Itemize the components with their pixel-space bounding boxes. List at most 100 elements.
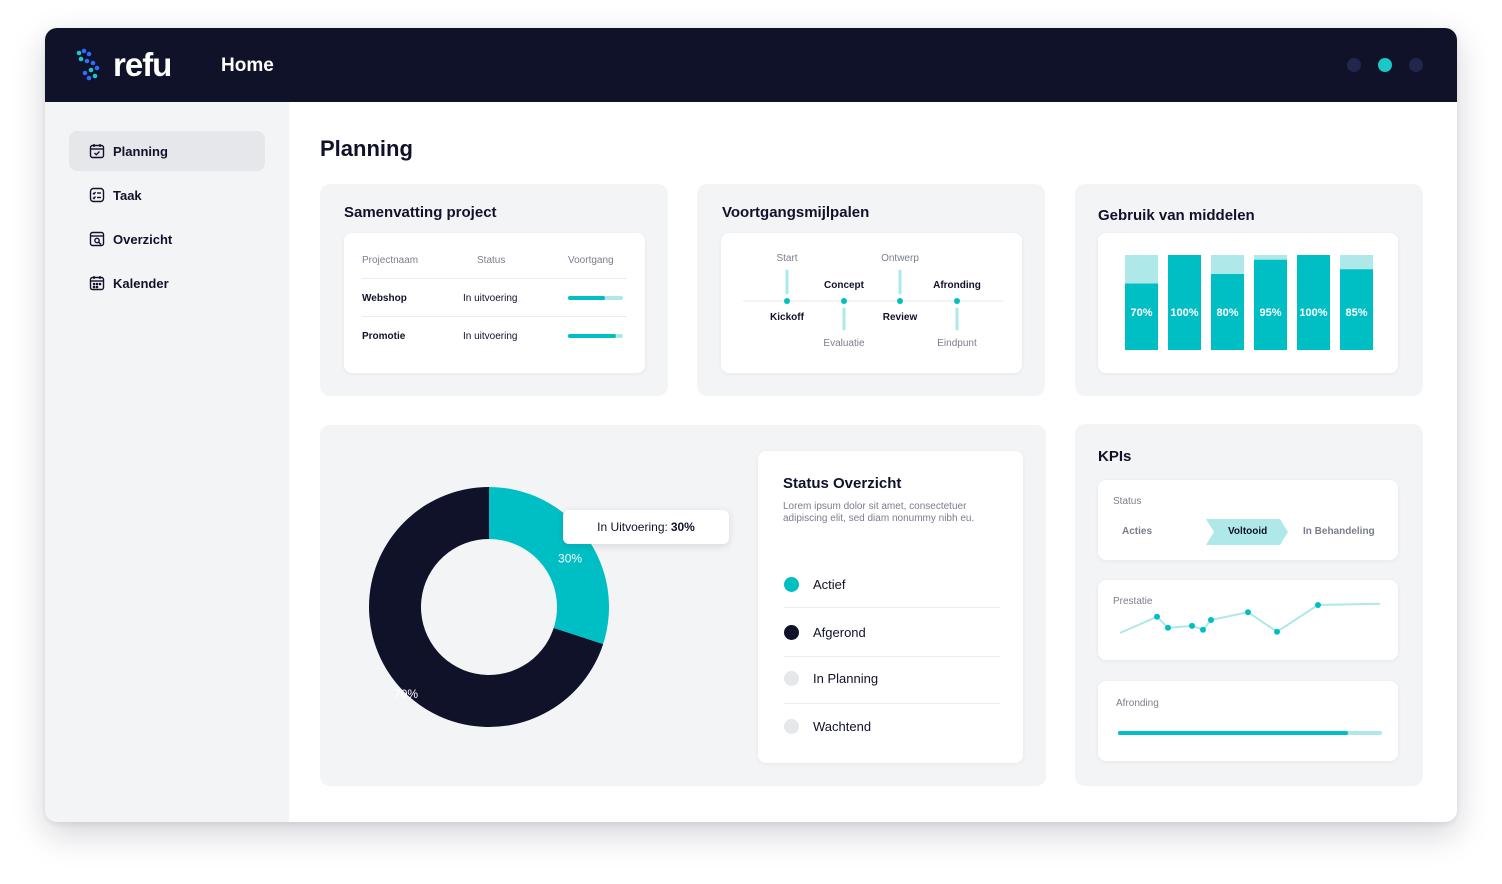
bar <box>1211 274 1244 350</box>
row-divider <box>362 278 627 279</box>
bar-value-label: 85% <box>1345 307 1367 319</box>
legend-item-in-planning[interactable]: In Planning <box>784 671 878 686</box>
summary-title: Samenvatting project <box>344 204 497 221</box>
status-overview-panel: Status Overzicht Lorem ipsum dolor sit a… <box>758 451 1023 763</box>
progress-fill <box>568 334 617 338</box>
timeline-svg: Start Kickoff Concept Evaluatie Ontwerp Revie… <box>743 253 1003 349</box>
milestone-dot <box>897 298 903 304</box>
bar <box>1125 283 1158 350</box>
legend-divider <box>784 656 1000 657</box>
performance-point <box>1165 624 1171 631</box>
legend-label: Wachtend <box>813 719 872 734</box>
milestones-title: Voortgangsmijlpalen <box>722 204 870 221</box>
page-title: Planning <box>320 136 413 161</box>
overview-search-icon <box>89 231 105 247</box>
kpi-tab-voltooid[interactable]: Voltooid <box>1228 526 1268 537</box>
project-name[interactable]: Webshop <box>362 293 407 304</box>
column-header: Voortgang <box>568 255 614 266</box>
sidebar-item-taak[interactable]: Taak <box>69 175 265 215</box>
kpis-card: KPIs Status Acties Voltooid In Behandeli… <box>1075 424 1423 786</box>
legend-divider <box>784 607 1000 608</box>
calendar-check-icon <box>89 144 105 159</box>
progress-bar <box>568 334 623 338</box>
legend-dot <box>784 577 799 592</box>
bar <box>1340 269 1373 350</box>
legend-item-wachtend[interactable]: Wachtend <box>784 719 871 734</box>
milestone-dot <box>954 298 960 304</box>
sidebar-item-label: Overzicht <box>113 231 173 247</box>
dot-indicator-active[interactable] <box>1378 58 1392 72</box>
sidebar-item-label: Kalender <box>113 275 169 291</box>
legend-item-afgerond[interactable]: Afgerond <box>784 625 866 640</box>
milestone-top-label: Afronding <box>933 280 981 291</box>
kpi-tab-in-behandeling[interactable]: In Behandeling <box>1303 526 1375 537</box>
status-card: 30% 70% Status Overzicht Lorem ipsum dolo… <box>320 425 1046 786</box>
milestone-dot <box>841 298 847 304</box>
sidebar-item-kalender[interactable]: Kalender <box>69 263 265 303</box>
logo[interactable]: refu <box>75 46 172 84</box>
status-description: Lorem ipsum dolor sit amet, consectetuer… <box>783 501 975 524</box>
project-name[interactable]: Promotie <box>362 331 406 342</box>
kpi-performance-label: Prestatie <box>1113 596 1153 607</box>
app-window: refu Home Planning Taak Overzicht Kalend… <box>45 28 1457 822</box>
kpi-status-label: Status <box>1113 496 1142 507</box>
performance-line <box>1119 602 1381 634</box>
dot-indicator[interactable] <box>1347 58 1361 72</box>
bar <box>1254 259 1287 350</box>
bar <box>1168 255 1201 350</box>
performance-point <box>1200 626 1206 633</box>
kpi-tab-active-bg <box>1206 519 1288 545</box>
milestones-card: Voortgangsmijlpalen Start Kickoff Concept E… <box>697 184 1045 396</box>
bar-value-label: 70% <box>1130 307 1152 319</box>
resources-chart: 70% 100% 80% 95% 100% 85% <box>1098 233 1398 373</box>
performance-point <box>1154 613 1160 620</box>
performance-point <box>1274 628 1280 635</box>
donut-slice <box>369 487 604 727</box>
top-bar: refu Home <box>45 28 1457 102</box>
milestones-timeline: Start Kickoff Concept Evaluatie Ontwerp Revie… <box>721 233 1022 373</box>
dot-indicator[interactable] <box>1409 58 1423 72</box>
performance-point <box>1189 622 1195 629</box>
sidebar: Planning Taak Overzicht Kalender <box>45 102 289 822</box>
bar-value-label: 100% <box>1299 307 1327 319</box>
donut-value-label: 30% <box>558 552 582 566</box>
column-header: Projectnaam <box>362 255 419 266</box>
legend-dot <box>784 671 799 686</box>
performance-point <box>1245 609 1251 616</box>
donut-slice <box>489 487 609 645</box>
legend-label: In Planning <box>813 671 879 686</box>
calendar-icon <box>89 276 105 291</box>
logo-text: refu <box>113 46 172 83</box>
kpi-tab-acties[interactable]: Acties <box>1122 526 1153 537</box>
sidebar-item-overzicht[interactable]: Overzicht <box>69 219 265 259</box>
kpi-completion-panel: Afronding <box>1098 681 1398 761</box>
bar-value-label: 100% <box>1170 307 1198 319</box>
status-overview-title: Status Overzicht <box>783 475 902 492</box>
tooltip-label: In Uitvoering: <box>597 520 668 534</box>
progress-bar <box>568 296 623 300</box>
performance-line-chart <box>1119 602 1381 635</box>
legend-dot <box>784 719 799 734</box>
sidebar-item-label: Planning <box>113 143 168 159</box>
milestone-top-label: Start <box>776 253 797 264</box>
performance-point <box>1315 602 1321 609</box>
milestone-bottom-label: Review <box>883 312 918 323</box>
tooltip-value: 30% <box>670 520 695 534</box>
legend-item-actief[interactable]: Actief <box>784 577 846 592</box>
sidebar-item-planning[interactable]: Planning <box>69 131 265 171</box>
legend-label: Afgerond <box>813 625 866 640</box>
milestone-top-label: Ontwerp <box>881 253 919 264</box>
milestone-bottom-label: Evaluatie <box>823 338 865 349</box>
donut-chart: 30% 70% <box>369 487 609 727</box>
donut-tooltip: In Uitvoering: 30% <box>563 510 729 544</box>
donut-value-label: 70% <box>394 687 418 701</box>
milestone-bottom-label: Eindpunt <box>937 338 977 349</box>
bar-chart: 70% 100% 80% 95% 100% 85% <box>1125 255 1373 350</box>
completion-progress-bar <box>1118 731 1382 735</box>
bar-value-label: 95% <box>1259 307 1281 319</box>
performance-point <box>1208 617 1214 623</box>
project-status: In uitvoering <box>463 331 518 342</box>
legend-label: Actief <box>813 577 846 592</box>
summary-card: Samenvatting project Projectnaam Status … <box>320 184 668 396</box>
kpis-title: KPIs <box>1098 448 1132 465</box>
